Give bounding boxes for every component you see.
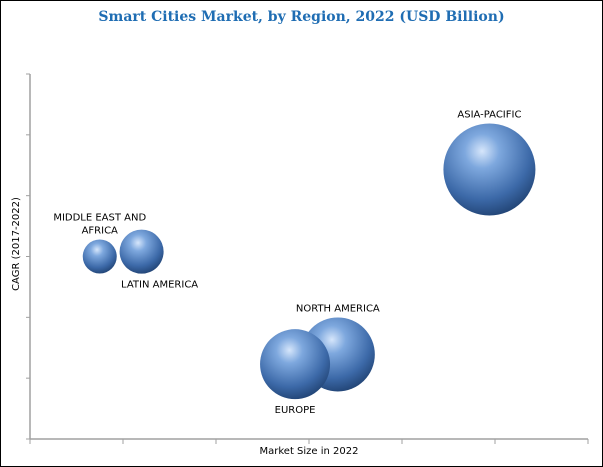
bubble-label: ASIA-PACIFIC bbox=[457, 110, 521, 121]
bubble-europe bbox=[260, 329, 331, 400]
x-axis-label: Market Size in 2022 bbox=[259, 446, 358, 457]
bubble-label: EUROPE bbox=[275, 405, 316, 416]
bubble-label: NORTH AMERICA bbox=[296, 303, 380, 314]
bubble-label: LATIN AMERICA bbox=[121, 280, 198, 291]
y-axis-label: CAGR (2017-2022) bbox=[11, 197, 22, 291]
chart-title: Smart Cities Market, by Region, 2022 (US… bbox=[98, 9, 505, 25]
bubble-label: MIDDLE EAST AND bbox=[53, 213, 146, 224]
bubble-label: AFRICA bbox=[82, 226, 118, 237]
bubble-latin-america bbox=[119, 229, 164, 274]
bubble-asia-pacific bbox=[443, 123, 536, 216]
bubble-middle-east-and-africa bbox=[82, 239, 117, 274]
